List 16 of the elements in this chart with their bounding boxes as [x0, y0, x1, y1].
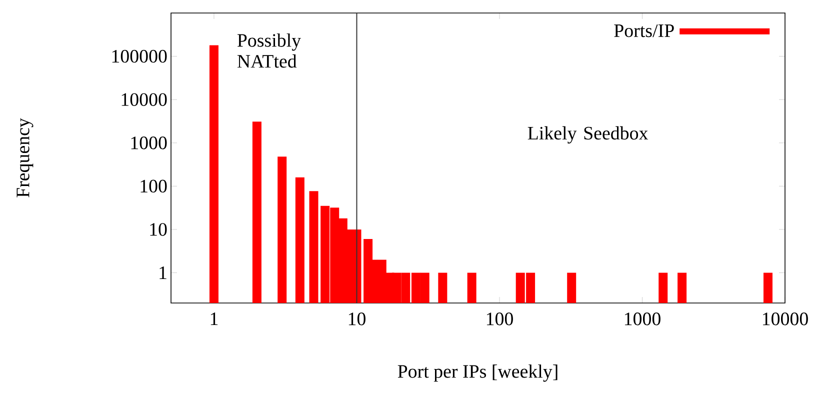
- x-tick-label: 1: [210, 312, 218, 326]
- x-axis-title: Port per IPs [weekly]: [398, 364, 558, 382]
- y-tick-label: 100000: [112, 50, 167, 63]
- x-tick-label: 1000: [624, 312, 660, 326]
- y-tick-label: 10: [150, 223, 167, 236]
- y-tick-label: 1: [160, 266, 166, 279]
- y-axis-title: Frequency: [16, 118, 34, 198]
- y-tick-label: 100: [140, 180, 167, 193]
- y-tick-label: 10000: [122, 93, 167, 106]
- x-tick-label: 10000: [763, 312, 808, 326]
- x-tick-label: 10: [348, 312, 366, 326]
- legend-label: Ports/IP: [614, 24, 674, 38]
- annotation: Likely Seedbox: [528, 126, 648, 144]
- y-tick-label: 1000: [131, 136, 167, 150]
- x-tick-label: 100: [486, 312, 513, 326]
- annotation: Possibly NATted: [237, 34, 301, 68]
